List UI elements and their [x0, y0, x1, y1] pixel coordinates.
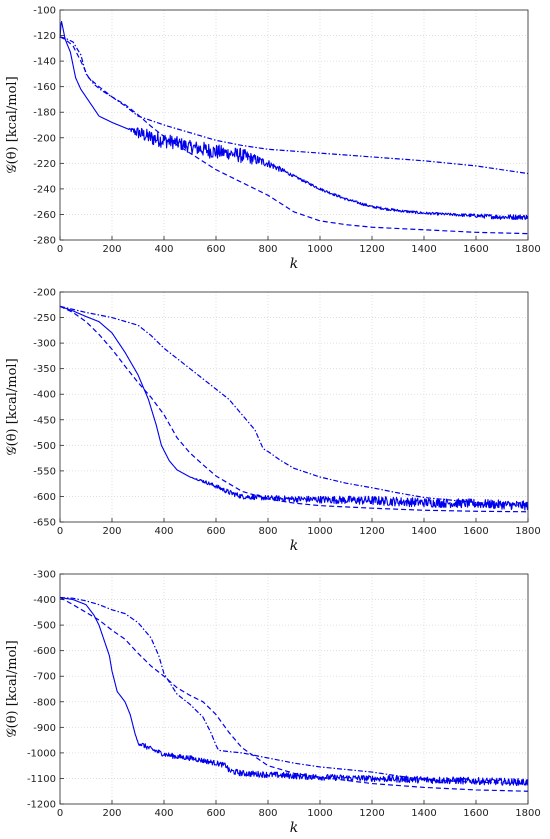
y-tick-label: -280 — [33, 236, 56, 247]
y-tick-label: -100 — [33, 6, 56, 17]
series-line-dashdot — [59, 596, 529, 785]
y-tick-label: -140 — [33, 57, 56, 68]
series-line-solid — [59, 596, 529, 787]
x-tick-label: 200 — [102, 526, 121, 537]
y-tick-label: -350 — [33, 364, 56, 375]
y-tick-label: -260 — [33, 210, 56, 221]
x-tick-label: 600 — [206, 244, 225, 255]
y-tick-label: -1200 — [27, 800, 56, 811]
x-tick-label: 0 — [57, 526, 63, 537]
y-tick-label: -1000 — [27, 748, 56, 759]
x-tick-label: 600 — [206, 526, 225, 537]
y-tick-label: -900 — [33, 723, 56, 734]
y-tick-label: -300 — [33, 570, 56, 581]
x-tick-label: 1400 — [411, 526, 436, 537]
x-axis-title: k — [290, 538, 298, 554]
y-axis-title: 𝒢(θ) [kcal/mol] — [5, 640, 20, 737]
x-tick-label: 0 — [57, 244, 63, 255]
x-tick-label: 400 — [154, 526, 173, 537]
x-tick-label: 1000 — [307, 808, 332, 819]
y-tick-label: -600 — [33, 492, 56, 503]
x-tick-label: 1000 — [307, 244, 332, 255]
plot-area — [60, 10, 528, 240]
y-tick-label: -300 — [33, 339, 56, 350]
y-tick-label: -650 — [33, 518, 56, 529]
x-tick-label: 800 — [258, 526, 277, 537]
axes-frame — [59, 9, 529, 241]
x-tick-label: 800 — [258, 808, 277, 819]
axes-frame — [59, 573, 529, 805]
y-tick-label: -160 — [33, 82, 56, 93]
y-tick-label: -180 — [33, 108, 56, 119]
x-tick-label: 1600 — [463, 244, 488, 255]
series-line-solid — [59, 20, 529, 221]
x-tick-label: 800 — [258, 244, 277, 255]
y-tick-label: -800 — [33, 697, 56, 708]
chart-panel-2: 0 200 400 600 800 1000 1200 1400 1600 1800 -200 -25… — [0, 282, 550, 557]
series-line-dashed — [59, 596, 529, 792]
series-line-solid — [59, 305, 529, 511]
x-tick-label: 1400 — [411, 244, 436, 255]
series-line-dashed — [59, 305, 529, 513]
plot-area — [60, 574, 528, 804]
energy-chart-3: 0 200 400 600 800 1000 1200 1400 1600 1800 -300 -40… — [5, 570, 541, 837]
y-tick-label: -200 — [33, 288, 56, 299]
x-axis-title: k — [290, 820, 298, 836]
y-tick-label: -700 — [33, 672, 56, 683]
y-tick-label: -400 — [33, 595, 56, 606]
x-tick-label: 400 — [154, 808, 173, 819]
energy-chart-1: 0 200 400 600 800 1000 1200 1400 1600 1800 -100 -12… — [5, 6, 541, 273]
series-line-dashdot — [59, 36, 529, 175]
x-tick-label: 1800 — [515, 526, 540, 537]
x-tick-label: 200 — [102, 244, 121, 255]
axes-frame — [59, 291, 529, 523]
y-tick-label: -500 — [33, 441, 56, 452]
x-tick-label: 0 — [57, 808, 63, 819]
chart-panel-1: 0 200 400 600 800 1000 1200 1400 1600 1800 -100 -12… — [0, 0, 550, 275]
y-tick-label: -450 — [33, 415, 56, 426]
x-tick-label: 1200 — [359, 244, 384, 255]
y-tick-label: -600 — [33, 646, 56, 657]
x-tick-label: 1600 — [463, 808, 488, 819]
y-tick-label: -250 — [33, 313, 56, 324]
x-tick-label: 1800 — [515, 244, 540, 255]
x-tick-label: 200 — [102, 808, 121, 819]
y-axis-title: 𝒢(θ) [kcal/mol] — [5, 358, 20, 455]
x-axis-title: k — [290, 256, 298, 272]
x-tick-label: 1000 — [307, 526, 332, 537]
y-tick-label: -240 — [33, 184, 56, 195]
y-tick-label: -120 — [33, 31, 56, 42]
x-tick-label: 1200 — [359, 808, 384, 819]
y-tick-label: -1100 — [27, 774, 56, 785]
x-tick-label: 1200 — [359, 526, 384, 537]
y-tick-label: -220 — [33, 159, 56, 170]
energy-chart-2: 0 200 400 600 800 1000 1200 1400 1600 1800 -200 -25… — [5, 288, 541, 555]
y-tick-label: -500 — [33, 621, 56, 632]
x-tick-label: 1600 — [463, 526, 488, 537]
x-tick-label: 400 — [154, 244, 173, 255]
plot-area — [60, 292, 528, 522]
y-tick-label: -550 — [33, 466, 56, 477]
x-tick-label: 600 — [206, 808, 225, 819]
y-tick-label: -200 — [33, 133, 56, 144]
y-axis-title: 𝒢(θ) [kcal/mol] — [5, 76, 20, 173]
x-tick-label: 1800 — [515, 808, 540, 819]
chart-panel-3: 0 200 400 600 800 1000 1200 1400 1600 1800 -300 -40… — [0, 564, 550, 839]
y-tick-label: -400 — [33, 390, 56, 401]
x-tick-label: 1400 — [411, 808, 436, 819]
